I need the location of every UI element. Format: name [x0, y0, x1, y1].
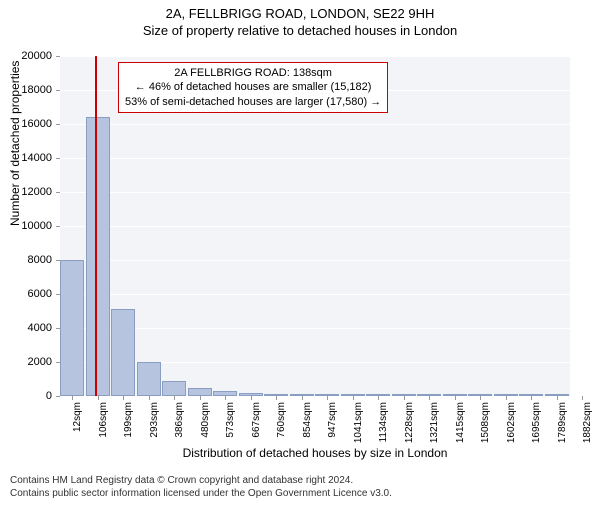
y-axis-label: Number of detached properties — [8, 61, 22, 226]
x-tick-mark — [531, 396, 532, 400]
x-tick-label: 760sqm — [276, 402, 287, 438]
property-marker-line — [95, 56, 97, 396]
x-tick-label: 386sqm — [174, 402, 185, 438]
x-tick-mark — [378, 396, 379, 400]
x-tick-label: 947sqm — [327, 402, 338, 438]
x-tick-mark — [302, 396, 303, 400]
x-tick-label: 573sqm — [225, 402, 236, 438]
y-tick-label: 2000 — [2, 356, 52, 368]
x-tick-mark — [429, 396, 430, 400]
y-tick-label: 0 — [2, 390, 52, 402]
title-main: 2A, FELLBRIGG ROAD, LONDON, SE22 9HH — [0, 6, 600, 21]
title-sub: Size of property relative to detached ho… — [0, 23, 600, 38]
x-tick-label: 667sqm — [251, 402, 262, 438]
info-box: 2A FELLBRIGG ROAD: 138sqm ← 46% of detac… — [118, 62, 388, 113]
y-tick-mark — [56, 56, 60, 57]
x-tick-mark — [480, 396, 481, 400]
x-tick-mark — [506, 396, 507, 400]
x-tick-label: 106sqm — [98, 402, 109, 438]
histogram-bar — [137, 362, 161, 396]
x-tick-label: 199sqm — [123, 402, 134, 438]
x-tick-label: 1695sqm — [531, 402, 542, 443]
footer-line-2: Contains public sector information licen… — [10, 488, 392, 501]
histogram-bar — [162, 381, 186, 396]
x-tick-label: 480sqm — [200, 402, 211, 438]
x-tick-mark — [200, 396, 201, 400]
y-tick-mark — [56, 226, 60, 227]
plot-area: 2A FELLBRIGG ROAD: 138sqm ← 46% of detac… — [60, 56, 570, 396]
x-tick-mark — [174, 396, 175, 400]
x-tick-mark — [327, 396, 328, 400]
x-tick-label: 854sqm — [302, 402, 313, 438]
x-tick-label: 1228sqm — [404, 402, 415, 443]
y-tick-mark — [56, 158, 60, 159]
x-tick-label: 1508sqm — [480, 402, 491, 443]
y-tick-mark — [56, 362, 60, 363]
gridline — [60, 192, 570, 193]
histogram-bar — [86, 117, 110, 396]
gridline — [60, 56, 570, 57]
x-tick-label: 1602sqm — [506, 402, 517, 443]
gridline — [60, 260, 570, 261]
x-tick-label: 293sqm — [149, 402, 160, 438]
y-tick-mark — [56, 124, 60, 125]
x-tick-mark — [225, 396, 226, 400]
footer-attribution: Contains HM Land Registry data © Crown c… — [10, 475, 392, 500]
info-line-2: ← 46% of detached houses are smaller (15… — [125, 80, 381, 94]
y-tick-label: 6000 — [2, 288, 52, 300]
x-tick-mark — [276, 396, 277, 400]
x-tick-label: 1882sqm — [582, 402, 593, 443]
x-axis-label: Distribution of detached houses by size … — [60, 446, 570, 460]
y-tick-mark — [56, 260, 60, 261]
y-tick-mark — [56, 328, 60, 329]
x-tick-mark — [557, 396, 558, 400]
x-tick-mark — [251, 396, 252, 400]
x-tick-mark — [123, 396, 124, 400]
histogram-bar — [111, 309, 135, 396]
gridline — [60, 124, 570, 125]
histogram-bar — [60, 260, 84, 396]
x-tick-mark — [72, 396, 73, 400]
y-tick-mark — [56, 192, 60, 193]
gridline — [60, 396, 570, 397]
x-axis-ticks: 12sqm 106sqm 199sqm 293sqm 386sqm 480sqm 573sq… — [60, 400, 570, 450]
x-tick-label: 1415sqm — [455, 402, 466, 443]
x-tick-mark — [149, 396, 150, 400]
info-line-3: 53% of semi-detached houses are larger (… — [125, 95, 381, 109]
gridline — [60, 328, 570, 329]
x-tick-mark — [404, 396, 405, 400]
y-tick-label: 8000 — [2, 254, 52, 266]
y-tick-label: 4000 — [2, 322, 52, 334]
histogram-bar — [188, 388, 212, 397]
x-tick-mark — [98, 396, 99, 400]
x-tick-label: 1041sqm — [353, 402, 364, 443]
x-tick-mark — [582, 396, 583, 400]
y-tick-mark — [56, 396, 60, 397]
y-tick-mark — [56, 90, 60, 91]
x-tick-label: 1134sqm — [378, 402, 389, 442]
y-tick-mark — [56, 294, 60, 295]
gridline — [60, 158, 570, 159]
gridline — [60, 226, 570, 227]
x-tick-label: 1321sqm — [429, 402, 440, 443]
x-tick-mark — [455, 396, 456, 400]
x-tick-label: 12sqm — [72, 402, 83, 432]
chart-container: 2A, FELLBRIGG ROAD, LONDON, SE22 9HH Siz… — [0, 6, 600, 506]
x-tick-label: 1789sqm — [557, 402, 568, 443]
gridline — [60, 294, 570, 295]
info-line-1: 2A FELLBRIGG ROAD: 138sqm — [125, 66, 381, 80]
x-tick-mark — [353, 396, 354, 400]
footer-line-1: Contains HM Land Registry data © Crown c… — [10, 475, 392, 488]
